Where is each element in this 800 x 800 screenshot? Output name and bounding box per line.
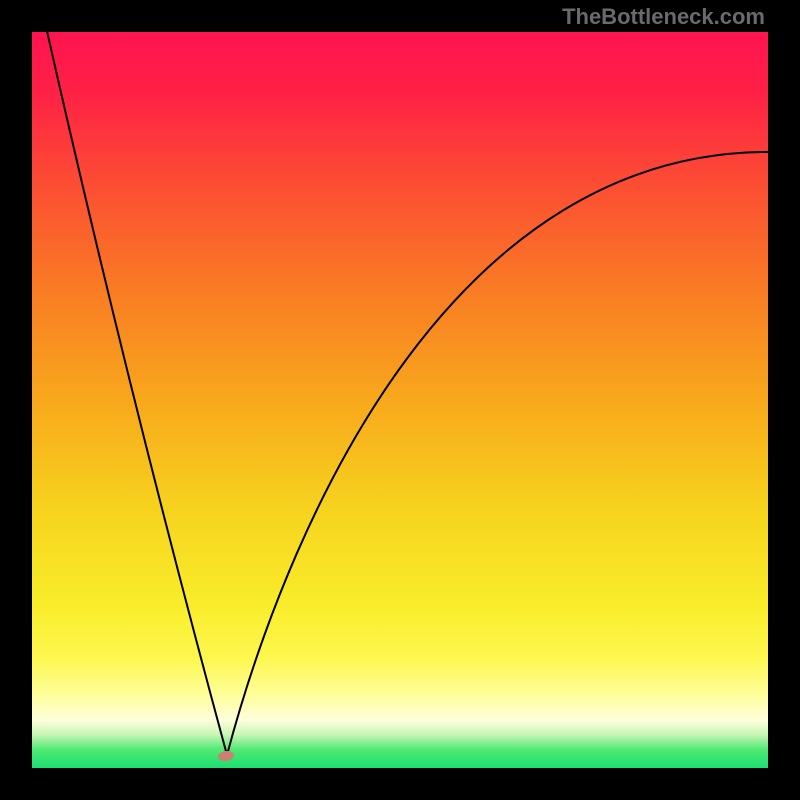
bottleneck-curve-chart: TheBottleneck.com xyxy=(0,0,800,800)
chart-gradient-background xyxy=(32,32,768,768)
chart-container: TheBottleneck.com xyxy=(0,0,800,800)
attribution-label: TheBottleneck.com xyxy=(562,4,765,29)
